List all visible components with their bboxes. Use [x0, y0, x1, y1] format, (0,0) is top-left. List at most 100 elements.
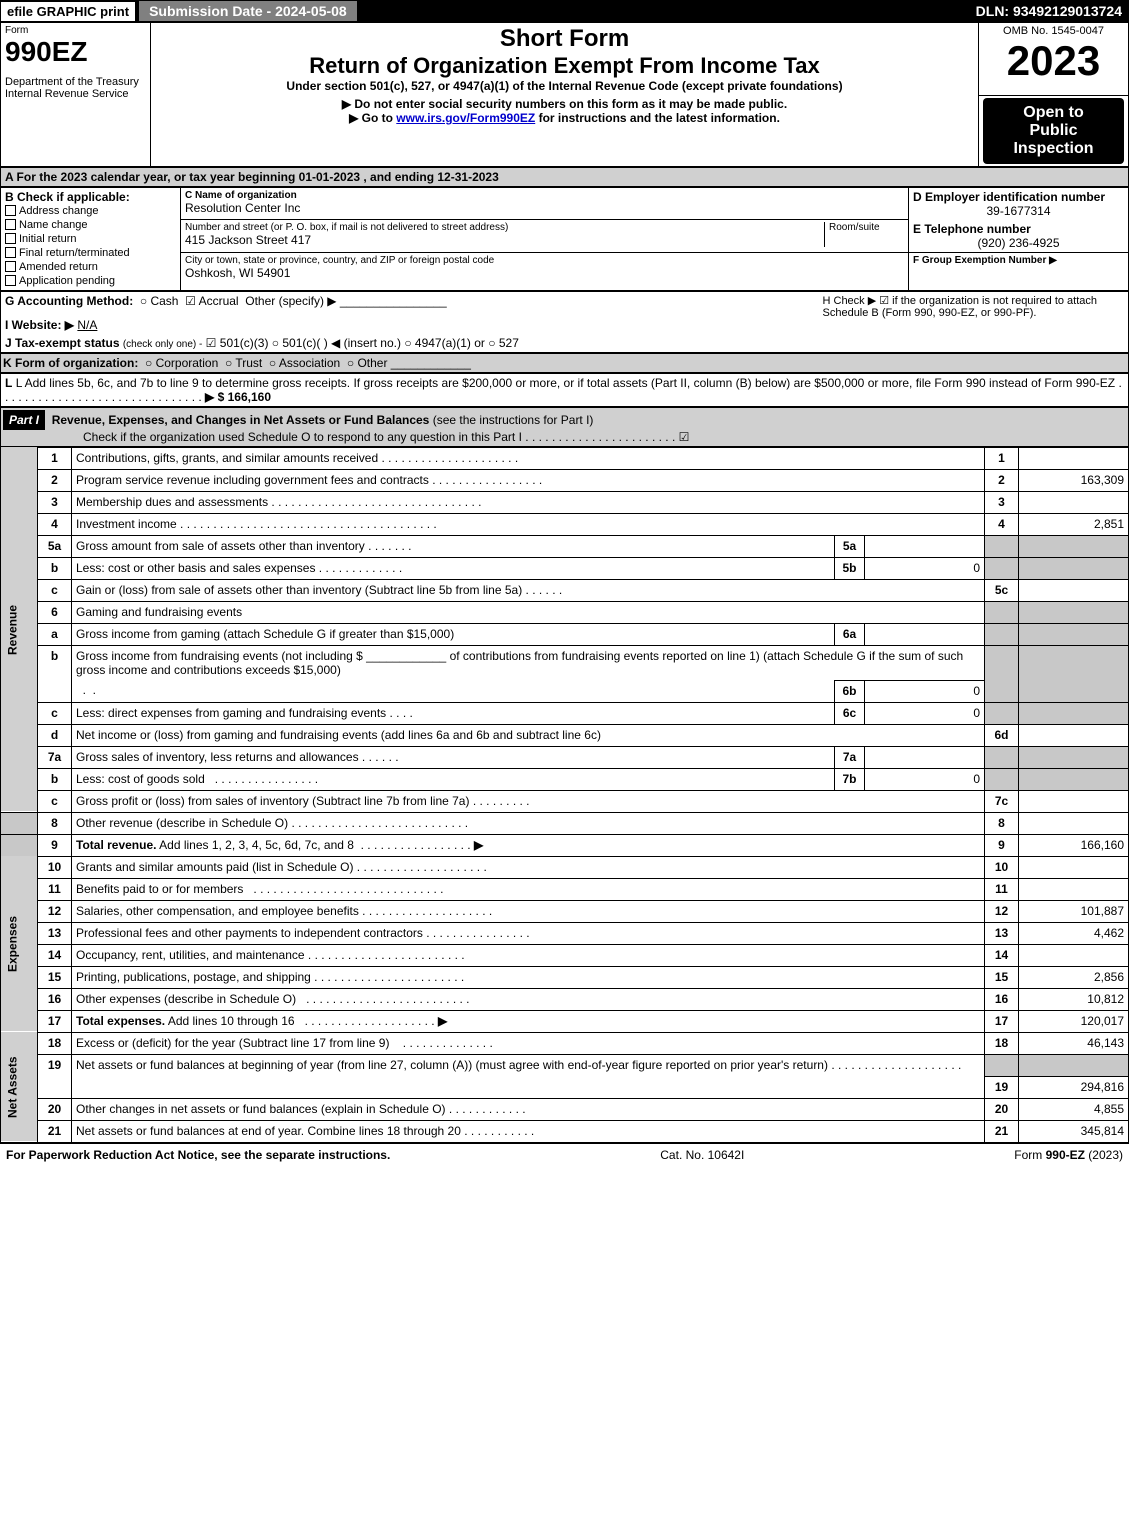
line1-amt	[1019, 447, 1129, 469]
line6b-rshade	[985, 645, 1019, 702]
chk-address: Address change	[5, 204, 176, 218]
line11-text: Benefits paid to or for members . . . . …	[72, 878, 985, 900]
netassets-label: Net Assets	[1, 1032, 38, 1142]
e-label: E Telephone number	[913, 222, 1124, 236]
line5b-sa: 0	[865, 557, 985, 579]
goto-post: for instructions and the latest informat…	[535, 111, 780, 125]
line16-amt: 10,812	[1019, 988, 1129, 1010]
line19-r: 19	[985, 1076, 1019, 1098]
k-other: ○ Other	[347, 356, 388, 370]
k-label: K Form of organization:	[3, 356, 138, 370]
l-amount: ▶ $ 166,160	[205, 390, 271, 404]
part1-table: Revenue 1 Contributions, gifts, grants, …	[0, 447, 1129, 1143]
line15-amt: 2,856	[1019, 966, 1129, 988]
line5a-sn: 5a	[835, 535, 865, 557]
line5b-ashade	[1019, 557, 1129, 579]
line8-text: Other revenue (describe in Schedule O) .…	[72, 812, 985, 834]
part1-sub: (see the instructions for Part I)	[433, 413, 594, 427]
line5b-text: Less: cost or other basis and sales expe…	[72, 557, 835, 579]
line3-num: 3	[38, 491, 72, 513]
line6a-ashade	[1019, 623, 1129, 645]
line17-amt: 120,017	[1019, 1010, 1129, 1032]
part1-check-text: Check if the organization used Schedule …	[83, 430, 522, 444]
line15-r: 15	[985, 966, 1019, 988]
line20-text: Other changes in net assets or fund bala…	[72, 1098, 985, 1120]
line17-r: 17	[985, 1010, 1019, 1032]
line6d-amt	[1019, 724, 1129, 746]
line5c-amt	[1019, 579, 1129, 601]
g-other: Other (specify) ▶	[245, 294, 336, 308]
line8-num: 8	[38, 812, 72, 834]
line10-num: 10	[38, 856, 72, 878]
line8-r: 8	[985, 812, 1019, 834]
ghi-section: G Accounting Method: ○ Cash ☑ Accrual Ot…	[0, 291, 1129, 353]
line4-r: 4	[985, 513, 1019, 535]
city-label: City or town, state or province, country…	[185, 255, 904, 266]
line5a-sa	[865, 535, 985, 557]
line1-num: 1	[38, 447, 72, 469]
line6b-text1: Gross income from fundraising events (no…	[72, 645, 985, 680]
irs-link[interactable]: www.irs.gov/Form990EZ	[396, 111, 535, 125]
line15-num: 15	[38, 966, 72, 988]
line17-text: Total expenses. Add lines 10 through 16 …	[72, 1010, 985, 1032]
line21-text: Net assets or fund balances at end of ye…	[72, 1120, 985, 1142]
form-number: 990EZ	[5, 36, 146, 68]
tax-year: 2023	[983, 37, 1124, 85]
line5b-rshade	[985, 557, 1019, 579]
j-527: ○ 527	[488, 336, 519, 350]
chk-initial: Initial return	[5, 232, 176, 246]
line6d-r: 6d	[985, 724, 1019, 746]
line3-text: Membership dues and assessments . . . . …	[72, 491, 985, 513]
line2-text: Program service revenue including govern…	[72, 469, 985, 491]
footer-left: For Paperwork Reduction Act Notice, see …	[6, 1148, 390, 1162]
goto-instr: ▶ Go to www.irs.gov/Form990EZ for instru…	[155, 111, 974, 125]
line13-amt: 4,462	[1019, 922, 1129, 944]
expenses-label: Expenses	[1, 856, 38, 1032]
part1-header: Part I Revenue, Expenses, and Changes in…	[0, 407, 1129, 447]
chk-pending: Application pending	[5, 274, 176, 288]
return-title: Return of Organization Exempt From Incom…	[155, 53, 974, 79]
line5b-sn: 5b	[835, 557, 865, 579]
line9-text: Total revenue. Add lines 1, 2, 3, 4, 5c,…	[72, 834, 985, 856]
dln: DLN: 93492129013724	[970, 1, 1128, 21]
l-row: L L Add lines 5b, 6c, and 7b to line 9 t…	[0, 373, 1129, 407]
line10-r: 10	[985, 856, 1019, 878]
line6d-text: Net income or (loss) from gaming and fun…	[72, 724, 985, 746]
submission-date: Submission Date - 2024-05-08	[139, 1, 357, 21]
line5b-num: b	[38, 557, 72, 579]
line6a-sa	[865, 623, 985, 645]
line6-ashade	[1019, 601, 1129, 623]
line5a-num: 5a	[38, 535, 72, 557]
line7a-num: 7a	[38, 746, 72, 768]
line7a-sn: 7a	[835, 746, 865, 768]
line18-text: Excess or (deficit) for the year (Subtra…	[72, 1032, 985, 1054]
j-sub: (check only one) -	[123, 339, 202, 350]
line7b-sa: 0	[865, 768, 985, 790]
line7a-ashade	[1019, 746, 1129, 768]
line7a-sa	[865, 746, 985, 768]
dept-irs: Internal Revenue Service	[5, 88, 146, 100]
h-text: H Check ▶ ☑ if the organization is not r…	[823, 294, 1125, 319]
k-row: K Form of organization: ○ Corporation ○ …	[0, 353, 1129, 373]
line3-amt	[1019, 491, 1129, 513]
line7c-amt	[1019, 790, 1129, 812]
line12-num: 12	[38, 900, 72, 922]
line12-text: Salaries, other compensation, and employ…	[72, 900, 985, 922]
form-header: Form 990EZ Department of the Treasury In…	[0, 22, 1129, 167]
part1-title: Revenue, Expenses, and Changes in Net As…	[52, 413, 430, 427]
no-ssn-note: ▶ Do not enter social security numbers o…	[155, 97, 974, 111]
goto-pre: ▶ Go to	[349, 111, 396, 125]
l-text: L Add lines 5b, 6c, and 7b to line 9 to …	[16, 376, 1115, 390]
line1-text: Contributions, gifts, grants, and simila…	[72, 447, 985, 469]
line5c-text: Gain or (loss) from sale of assets other…	[72, 579, 985, 601]
part1-checkbox: ☑	[679, 430, 690, 444]
line6c-text: Less: direct expenses from gaming and fu…	[72, 702, 835, 724]
line11-num: 11	[38, 878, 72, 900]
revenue-label: Revenue	[1, 447, 38, 812]
entity-info: B Check if applicable: Address change Na…	[0, 187, 1129, 291]
d-label: D Employer identification number	[913, 190, 1124, 204]
line20-r: 20	[985, 1098, 1019, 1120]
line16-text: Other expenses (describe in Schedule O) …	[72, 988, 985, 1010]
efile-label: efile GRAPHIC print	[1, 2, 135, 21]
g-accrual: Accrual	[199, 294, 239, 308]
